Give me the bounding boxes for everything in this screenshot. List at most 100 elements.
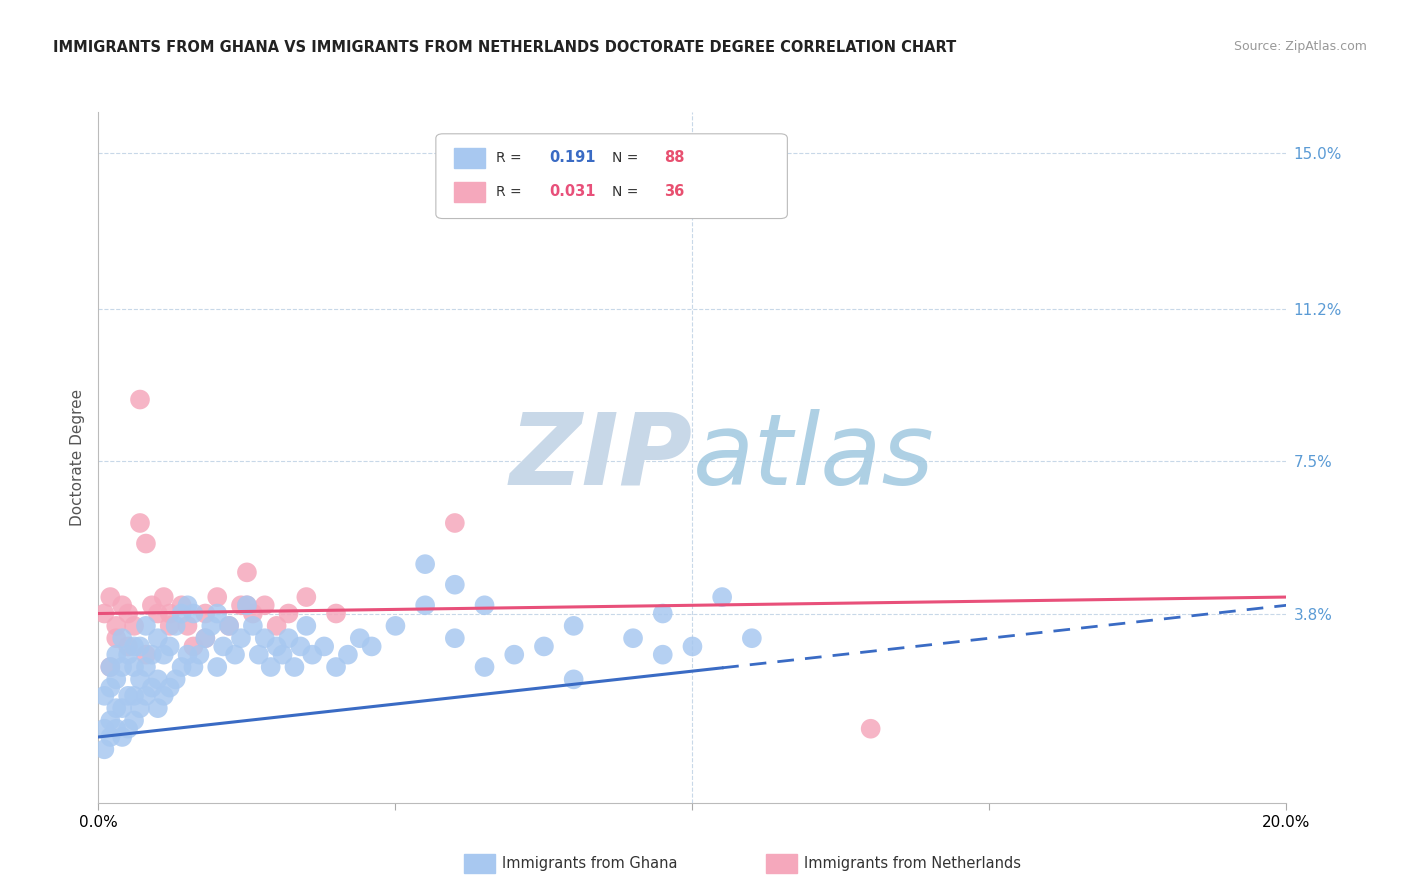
Point <box>122 660 145 674</box>
Point <box>314 640 336 654</box>
Point <box>295 619 318 633</box>
Point <box>129 392 152 407</box>
Point <box>236 566 259 580</box>
Text: N =: N = <box>612 185 638 199</box>
Point <box>105 631 128 645</box>
Point <box>247 648 270 662</box>
Text: ZIP: ZIP <box>509 409 693 506</box>
Point <box>242 607 264 621</box>
Point <box>170 599 193 613</box>
Point <box>93 689 115 703</box>
Point <box>384 619 406 633</box>
Point <box>152 689 174 703</box>
Point <box>218 619 240 633</box>
Point <box>413 599 436 613</box>
Point <box>117 640 139 654</box>
Point <box>141 648 163 662</box>
Point <box>117 648 139 662</box>
Point <box>146 607 169 621</box>
Text: R =: R = <box>496 151 522 165</box>
Point <box>266 640 288 654</box>
Point <box>562 673 585 687</box>
Point <box>266 619 288 633</box>
Text: Immigrants from Netherlands: Immigrants from Netherlands <box>804 856 1021 871</box>
Point <box>122 640 145 654</box>
Point <box>325 607 347 621</box>
Point <box>413 557 436 571</box>
Point <box>236 599 259 613</box>
Point <box>105 722 128 736</box>
Point <box>325 660 347 674</box>
Point <box>170 607 193 621</box>
Point <box>117 689 139 703</box>
Point <box>93 742 115 756</box>
Point <box>98 660 121 674</box>
Point <box>711 590 734 604</box>
Point <box>117 722 139 736</box>
Point <box>93 607 115 621</box>
Point <box>141 681 163 695</box>
Point <box>651 607 673 621</box>
Point <box>98 590 121 604</box>
Point <box>207 590 229 604</box>
Point <box>170 660 193 674</box>
Point <box>183 640 205 654</box>
Point <box>135 660 157 674</box>
Point <box>176 619 198 633</box>
Point <box>111 701 134 715</box>
Point <box>183 607 205 621</box>
Text: Source: ZipAtlas.com: Source: ZipAtlas.com <box>1233 40 1367 54</box>
Point <box>105 648 128 662</box>
Point <box>146 673 169 687</box>
Point <box>229 599 252 613</box>
Text: atlas: atlas <box>693 409 934 506</box>
Point <box>260 660 283 674</box>
Point <box>98 681 121 695</box>
Point <box>98 730 121 744</box>
Point <box>651 648 673 662</box>
Point <box>176 599 198 613</box>
Y-axis label: Doctorate Degree: Doctorate Degree <box>69 389 84 525</box>
Text: R =: R = <box>496 185 522 199</box>
Point <box>122 619 145 633</box>
Point <box>682 640 704 654</box>
Point <box>176 648 198 662</box>
Point <box>188 648 211 662</box>
Point <box>741 631 763 645</box>
Point <box>301 648 323 662</box>
Point <box>283 660 305 674</box>
Text: 0.031: 0.031 <box>550 185 596 199</box>
Point <box>122 689 145 703</box>
Point <box>117 607 139 621</box>
Point <box>621 631 644 645</box>
Point <box>98 714 121 728</box>
Point <box>360 640 382 654</box>
Text: 88: 88 <box>664 151 685 165</box>
Point <box>443 631 465 645</box>
Point <box>135 648 157 662</box>
Point <box>129 673 152 687</box>
Point <box>152 590 174 604</box>
Point <box>443 578 465 592</box>
Point <box>349 631 371 645</box>
Point <box>229 631 252 645</box>
Point <box>146 631 169 645</box>
Point <box>135 689 157 703</box>
Point <box>135 619 157 633</box>
Point <box>207 660 229 674</box>
Point <box>212 640 235 654</box>
Point <box>242 619 264 633</box>
Point <box>111 599 134 613</box>
Text: N =: N = <box>612 151 638 165</box>
Point <box>474 599 496 613</box>
Point <box>253 631 276 645</box>
Point <box>152 648 174 662</box>
Point <box>135 536 157 550</box>
Point <box>98 660 121 674</box>
Point <box>159 640 181 654</box>
Point <box>93 722 115 736</box>
Point <box>277 631 299 645</box>
Point <box>533 640 555 654</box>
Point <box>165 619 187 633</box>
Point <box>194 607 217 621</box>
